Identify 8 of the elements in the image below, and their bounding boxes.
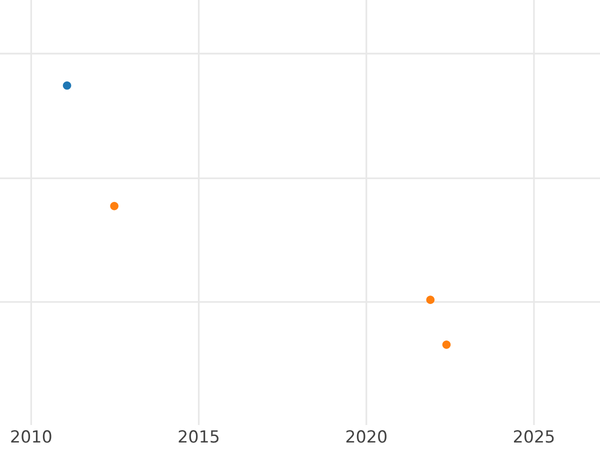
point (110, 202, 118, 210)
x-tick-label: 2025 (514, 430, 554, 443)
point (62, 81, 72, 90)
x-tick-label: 2020 (346, 430, 386, 443)
x-tick-label: 2010 (11, 430, 52, 443)
point (426, 296, 435, 304)
x-tick-label: 2015 (178, 430, 219, 443)
point (442, 340, 451, 349)
